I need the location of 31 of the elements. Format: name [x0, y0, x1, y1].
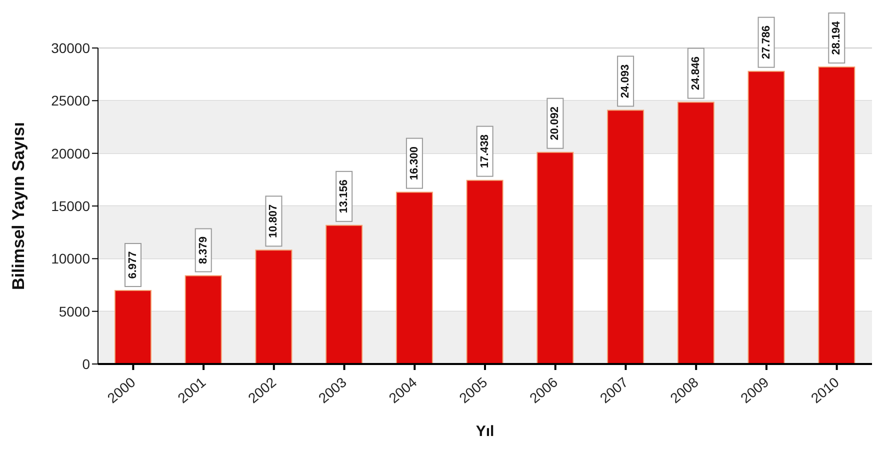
y-tick-label: 0 [82, 356, 90, 372]
bar [326, 224, 363, 364]
data-label: 27.786 [760, 25, 772, 60]
data-label: 16.300 [408, 146, 420, 180]
y-tick-label: 30000 [51, 40, 90, 56]
bar [536, 152, 574, 364]
bar [607, 110, 644, 364]
y-axis-title: Bilimsel Yayın Sayısı [9, 122, 28, 290]
x-axis-title: Yıl [476, 423, 494, 440]
data-label: 24.846 [690, 56, 702, 90]
data-label: 17.438 [478, 134, 491, 168]
data-label: 28.194 [830, 20, 843, 55]
y-tick-label: 25000 [51, 92, 90, 109]
data-label: 6.977 [127, 251, 139, 279]
data-label: 13.156 [338, 180, 350, 214]
data-label: 8.379 [197, 236, 210, 264]
data-label: 24.093 [620, 64, 632, 98]
bar [677, 102, 714, 364]
y-tick-label: 5000 [58, 303, 90, 320]
data-label: 20.092 [549, 106, 562, 140]
bar [114, 290, 152, 364]
bar [184, 275, 222, 364]
y-tick-label: 15000 [51, 198, 90, 214]
bar [818, 66, 856, 364]
data-label: 10.807 [268, 204, 280, 238]
y-tick-label: 10000 [51, 250, 90, 267]
bar [466, 180, 504, 364]
bar [748, 70, 785, 364]
bar [396, 192, 433, 364]
bar [255, 250, 292, 364]
y-tick-label: 20000 [51, 145, 90, 162]
